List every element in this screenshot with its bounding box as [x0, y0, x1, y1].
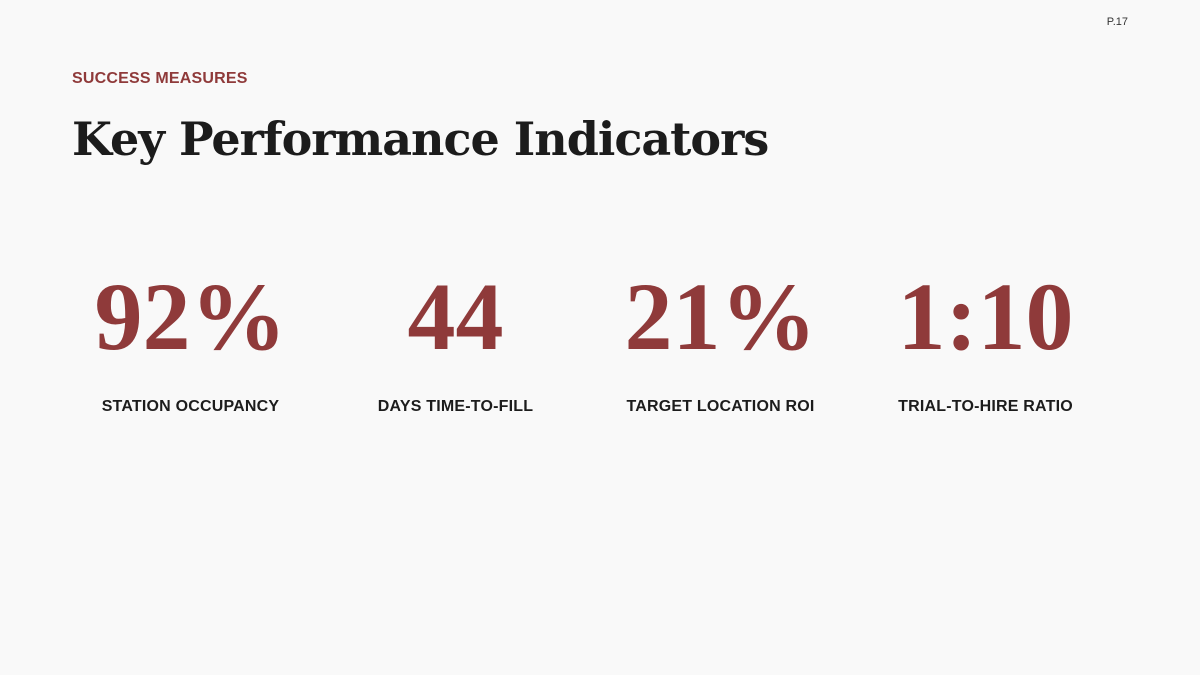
- kpi-label: STATION OCCUPANCY: [101, 398, 280, 415]
- page-number: P.17: [1106, 16, 1128, 28]
- kpi: 1:10 TRIAL-TO-HIRE RATIO: [853, 262, 1118, 416]
- kpi-row: 92% STATION OCCUPANCY 44 DAYS TIME-TO-FILL 2…: [58, 262, 1118, 416]
- kpi: 21% TARGET LOCATION ROI: [588, 262, 853, 416]
- kpi-value: 92%: [94, 263, 287, 370]
- kpi-label: DAYS TIME-TO-FILL: [377, 398, 534, 415]
- kpi: 44 DAYS TIME-TO-FILL: [323, 262, 588, 416]
- kpi-value: 44: [407, 263, 504, 370]
- kpi-value: 1:10: [897, 263, 1074, 370]
- eyebrow: SUCCESS MEASURES: [72, 70, 248, 87]
- slide-title: Key Performance Indicators: [72, 112, 769, 166]
- kpi-label: TARGET LOCATION ROI: [626, 398, 815, 415]
- kpi-label: TRIAL-TO-HIRE RATIO: [898, 398, 1073, 415]
- kpi: 92% STATION OCCUPANCY: [58, 262, 323, 416]
- kpi-value: 21%: [624, 263, 817, 370]
